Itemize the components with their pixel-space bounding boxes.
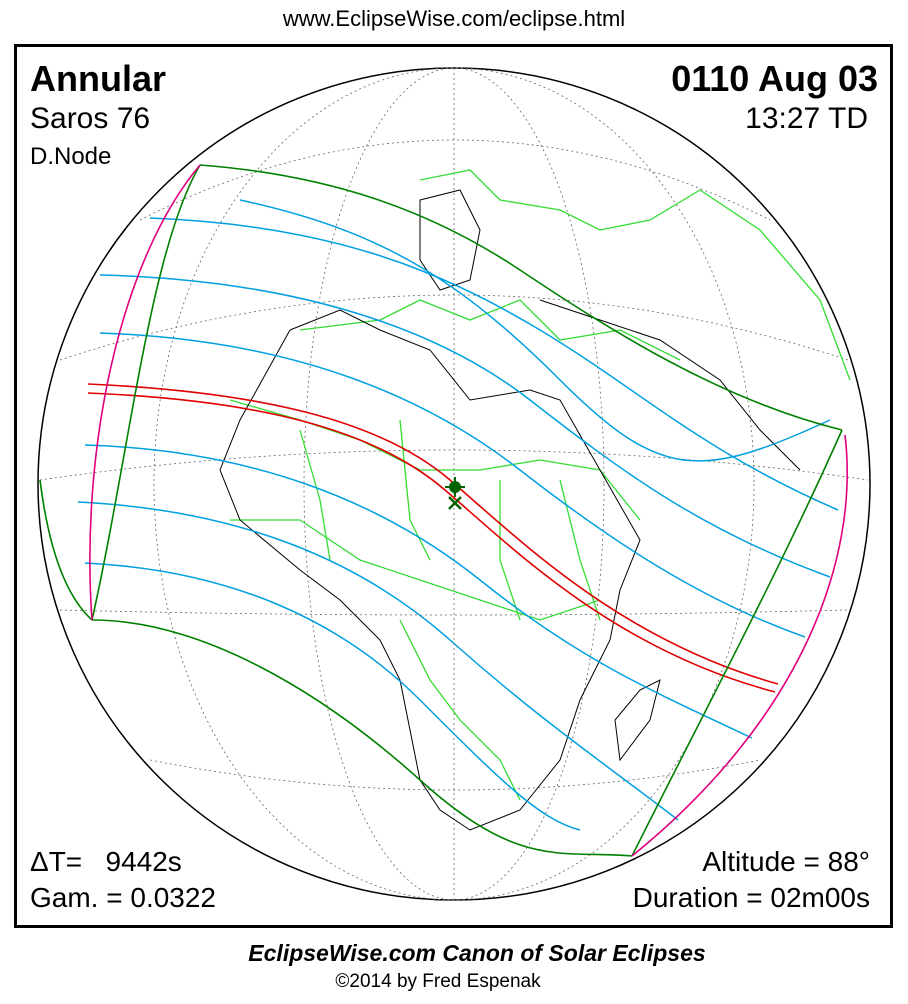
delta-t: ΔT= 9442s (30, 846, 182, 877)
x-marker-icon (448, 496, 462, 510)
gamma: Gam. = 0.0322 (30, 882, 217, 913)
node-label: D.Node (30, 143, 112, 170)
magnitude-lines (77, 199, 839, 831)
header-url: www.EclipseWise.com/eclipse.html (282, 6, 626, 31)
footer-title: EclipseWise.com Canon of Solar Eclipses (248, 940, 706, 966)
duration: Duration = 02m00s (632, 882, 870, 913)
eclipse-time: 13:27 TD (745, 102, 868, 135)
eclipse-date: 0110 Aug 03 (671, 58, 878, 99)
central-path (87, 383, 779, 693)
altitude: Altitude = 88° (702, 846, 870, 877)
eclipse-type: Annular (30, 58, 167, 99)
sun-marker-icon (445, 477, 465, 497)
rise-set-curves (89, 164, 848, 857)
saros-number: Saros 76 (30, 102, 151, 135)
penumbral-limits (39, 164, 843, 857)
coastlines (219, 189, 801, 831)
footer-copyright: ©2014 by Fred Espenak (335, 971, 541, 992)
map-frame (14, 44, 893, 928)
